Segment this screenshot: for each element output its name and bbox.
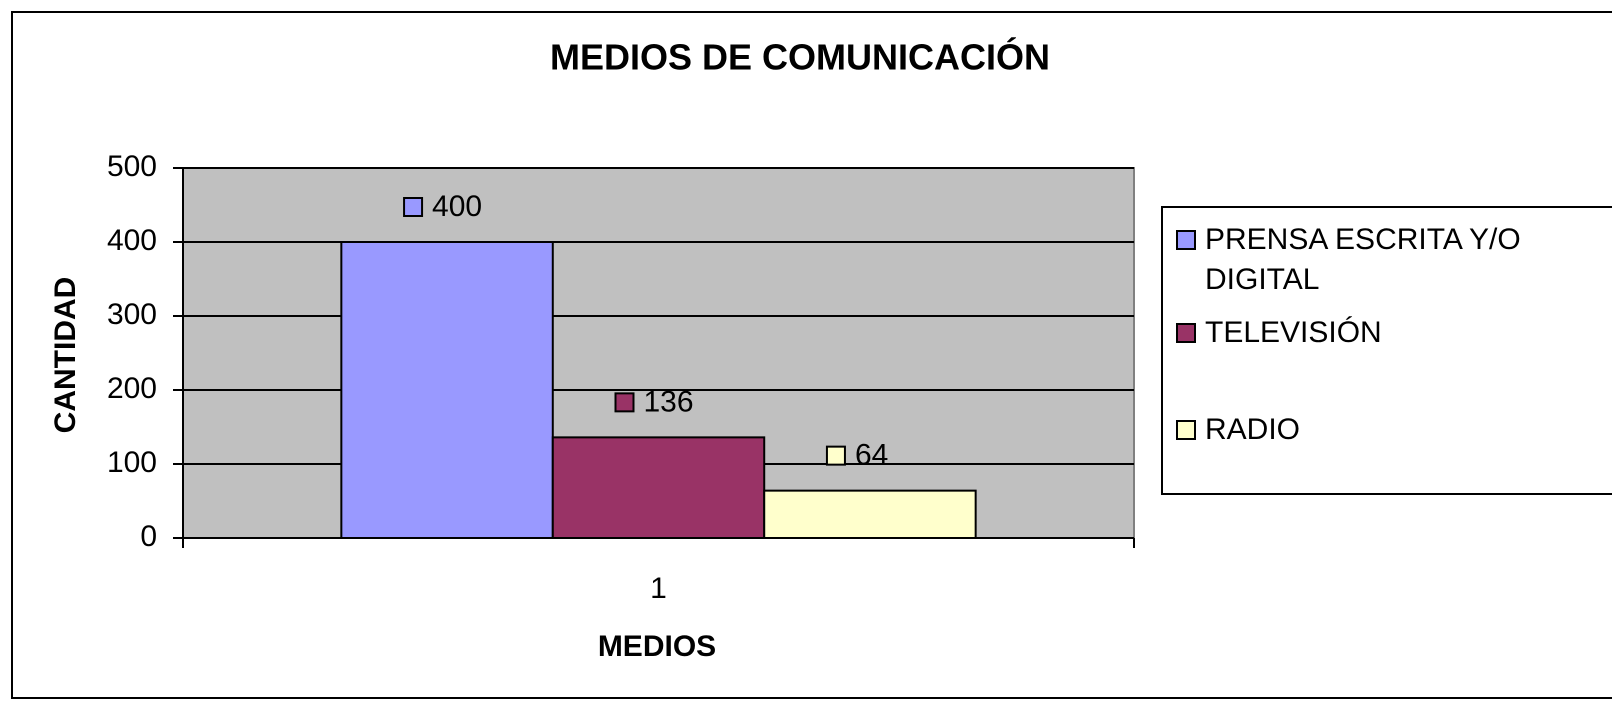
legend-label: TELEVISIÓN (1205, 316, 1382, 349)
y-axis-label: CANTIDAD (49, 277, 82, 434)
x-axis-label: MEDIOS (598, 630, 716, 663)
y-tick-label: 500 (107, 150, 157, 183)
legend-label: PRENSA ESCRITA Y/O DIGITAL (1205, 223, 1521, 296)
chart-border (11, 11, 1612, 699)
data-label-key (825, 445, 846, 466)
legend-key (1176, 230, 1196, 250)
y-tick-label: 400 (107, 224, 157, 257)
y-tick-label: 100 (107, 446, 157, 479)
bar (763, 489, 977, 540)
data-label: 64 (855, 439, 888, 472)
y-tick-label: 200 (107, 372, 157, 405)
chart-title: MEDIOS DE COMUNICACIÓN (550, 36, 1050, 78)
x-tick-label: 1 (650, 572, 667, 605)
data-label: 400 (432, 190, 482, 223)
bar (551, 436, 766, 539)
data-label-key (403, 197, 424, 217)
data-label: 136 (644, 385, 694, 418)
legend-key (1176, 420, 1196, 440)
legend-label: RADIO (1205, 413, 1301, 446)
legend-box (1161, 206, 1612, 495)
data-label-key (614, 392, 635, 413)
bar (340, 241, 554, 539)
y-tick-label: 0 (140, 520, 157, 553)
y-tick-label: 300 (107, 298, 157, 331)
legend-key (1176, 323, 1196, 343)
